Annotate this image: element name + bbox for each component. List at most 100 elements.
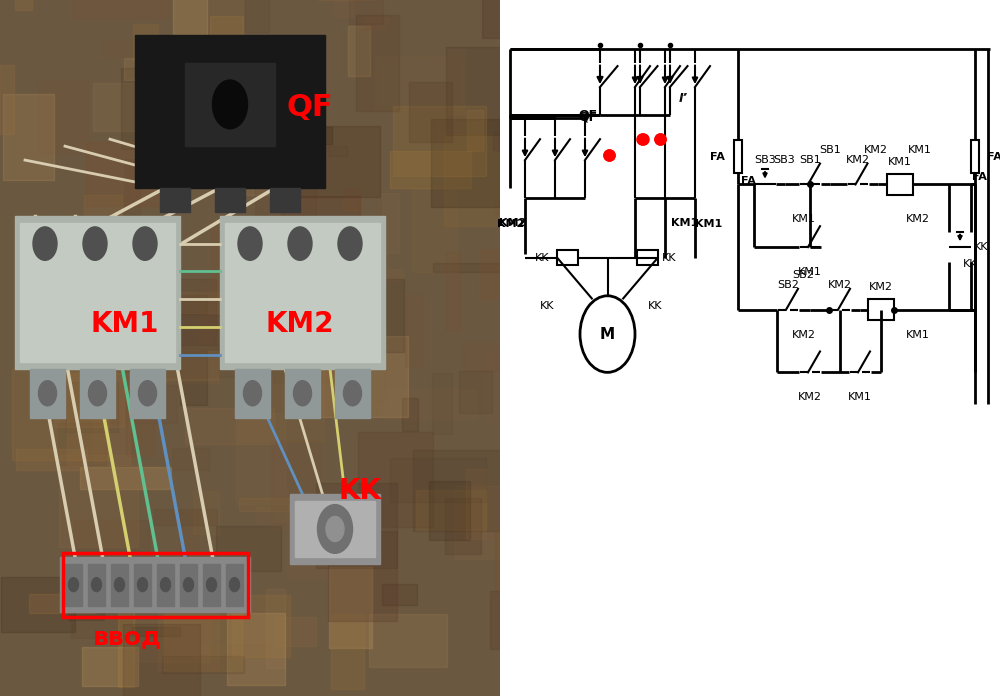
Bar — [103, 40, 188, 56]
Circle shape — [38, 381, 56, 406]
Bar — [122, 301, 218, 356]
Circle shape — [338, 227, 362, 260]
Circle shape — [238, 227, 262, 260]
Bar — [15, 216, 180, 369]
Bar — [382, 193, 399, 253]
Bar — [54, 333, 124, 427]
Text: SB2: SB2 — [793, 270, 814, 280]
Bar — [358, 432, 433, 527]
Bar — [315, 336, 408, 418]
Text: FA: FA — [988, 152, 1000, 161]
Bar — [429, 482, 470, 540]
Bar — [230, 106, 277, 196]
Bar — [86, 141, 169, 206]
Bar — [132, 627, 180, 635]
Bar — [160, 315, 256, 377]
Bar — [328, 145, 347, 156]
Text: ввод: ввод — [93, 625, 162, 649]
Bar — [180, 351, 207, 405]
Circle shape — [83, 227, 107, 260]
Bar — [868, 299, 894, 320]
Text: SB1: SB1 — [799, 155, 821, 165]
Bar — [133, 24, 158, 60]
Bar — [172, 448, 209, 470]
Text: KM2: KM2 — [266, 310, 334, 338]
Text: KM2: KM2 — [906, 214, 930, 224]
Bar — [134, 564, 151, 606]
Bar — [93, 84, 155, 131]
Bar — [303, 361, 343, 416]
Bar — [179, 511, 198, 562]
Text: SB3: SB3 — [754, 155, 776, 165]
Circle shape — [138, 578, 148, 592]
Bar — [341, 347, 385, 402]
Bar — [243, 221, 320, 239]
Text: I’: I’ — [680, 93, 688, 105]
Circle shape — [33, 227, 57, 260]
Bar — [232, 595, 290, 658]
Bar — [383, 389, 477, 420]
Text: QF: QF — [287, 93, 333, 122]
Text: KM2: KM2 — [792, 331, 816, 340]
Bar — [495, 528, 549, 592]
Text: FA: FA — [741, 176, 756, 186]
Circle shape — [139, 381, 157, 406]
Bar — [38, 81, 88, 153]
Bar — [239, 365, 324, 441]
Bar — [393, 106, 486, 176]
Bar — [88, 564, 105, 606]
Text: QF: QF — [578, 109, 597, 121]
Text: KK: KK — [535, 253, 550, 262]
Bar — [298, 126, 380, 196]
Bar — [215, 188, 245, 212]
Bar — [3, 94, 54, 180]
Bar — [184, 122, 215, 159]
Bar — [60, 557, 250, 612]
Text: KM1: KM1 — [792, 214, 815, 224]
Bar — [141, 126, 155, 134]
Text: KM1: KM1 — [671, 218, 699, 228]
Bar — [203, 564, 220, 606]
Bar — [0, 65, 14, 134]
Bar — [207, 0, 243, 48]
Text: KK: KK — [540, 301, 555, 311]
Bar — [390, 458, 486, 502]
Circle shape — [160, 578, 170, 592]
Bar — [235, 369, 270, 418]
Bar — [273, 356, 346, 383]
Bar — [256, 506, 300, 522]
Circle shape — [344, 381, 362, 406]
Bar — [444, 134, 526, 226]
Bar — [455, 487, 504, 558]
Bar — [490, 592, 506, 649]
Bar — [390, 151, 471, 188]
Bar — [227, 613, 285, 686]
Circle shape — [212, 80, 248, 129]
Bar — [349, 0, 383, 24]
Text: KK: KK — [974, 242, 988, 252]
Text: KK: KK — [338, 477, 382, 505]
Bar — [459, 372, 492, 413]
Bar — [29, 594, 96, 612]
Bar — [285, 369, 320, 418]
Text: KM2: KM2 — [798, 392, 822, 402]
Bar — [164, 292, 227, 313]
Bar — [158, 574, 219, 670]
Text: KM1: KM1 — [91, 310, 159, 338]
Bar — [349, 347, 382, 359]
Bar — [124, 58, 196, 80]
Bar — [281, 196, 360, 246]
Bar — [369, 614, 447, 667]
Text: KM1: KM1 — [695, 219, 722, 229]
Bar — [16, 450, 87, 470]
Text: QF: QF — [578, 111, 597, 123]
Bar — [480, 250, 524, 299]
Text: KM1: KM1 — [908, 145, 932, 155]
Bar — [135, 35, 325, 188]
Bar — [270, 188, 300, 212]
Bar — [409, 82, 452, 141]
Text: KM2: KM2 — [828, 280, 852, 290]
Bar — [59, 454, 138, 546]
Bar — [365, 17, 388, 29]
Bar — [121, 68, 144, 150]
